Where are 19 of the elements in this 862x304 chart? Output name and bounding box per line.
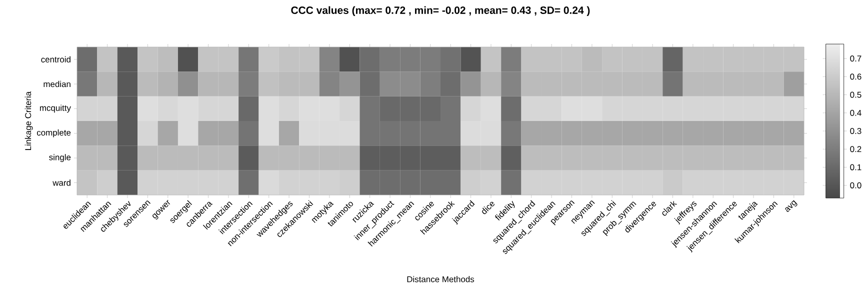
color-bar-label: 0.3 [850, 128, 862, 134]
color-bar-label: 0.7 [850, 56, 862, 62]
y-tick-label: single [49, 154, 71, 162]
y-tick-label: median [44, 80, 70, 88]
x-tick-label: dice [482, 202, 494, 214]
color-bar-label: 0.4 [850, 110, 862, 116]
x-axis-title: Distance Methods [407, 276, 474, 282]
y-axis-title: Linkage Criteria [24, 91, 33, 150]
color-bar-label: 0.2 [850, 146, 862, 152]
color-bar-label: 0.6 [850, 74, 862, 80]
y-tick-label: centroid [41, 56, 70, 62]
x-tick-label: avg [785, 200, 798, 212]
chart-title: CCC values (max= 0.72 , min= -0.02 , mean= 0.43 , SD= 0.24 ) [291, 6, 590, 16]
color-bar-label: 0.5 [850, 92, 862, 98]
color-bar-label: 0.1 [850, 164, 862, 170]
y-tick-label: complete [36, 129, 71, 138]
color-bar-label: 0.0 [850, 182, 862, 188]
y-tick-label: mcquitty [40, 104, 71, 113]
y-tick-label: ward [52, 180, 70, 186]
